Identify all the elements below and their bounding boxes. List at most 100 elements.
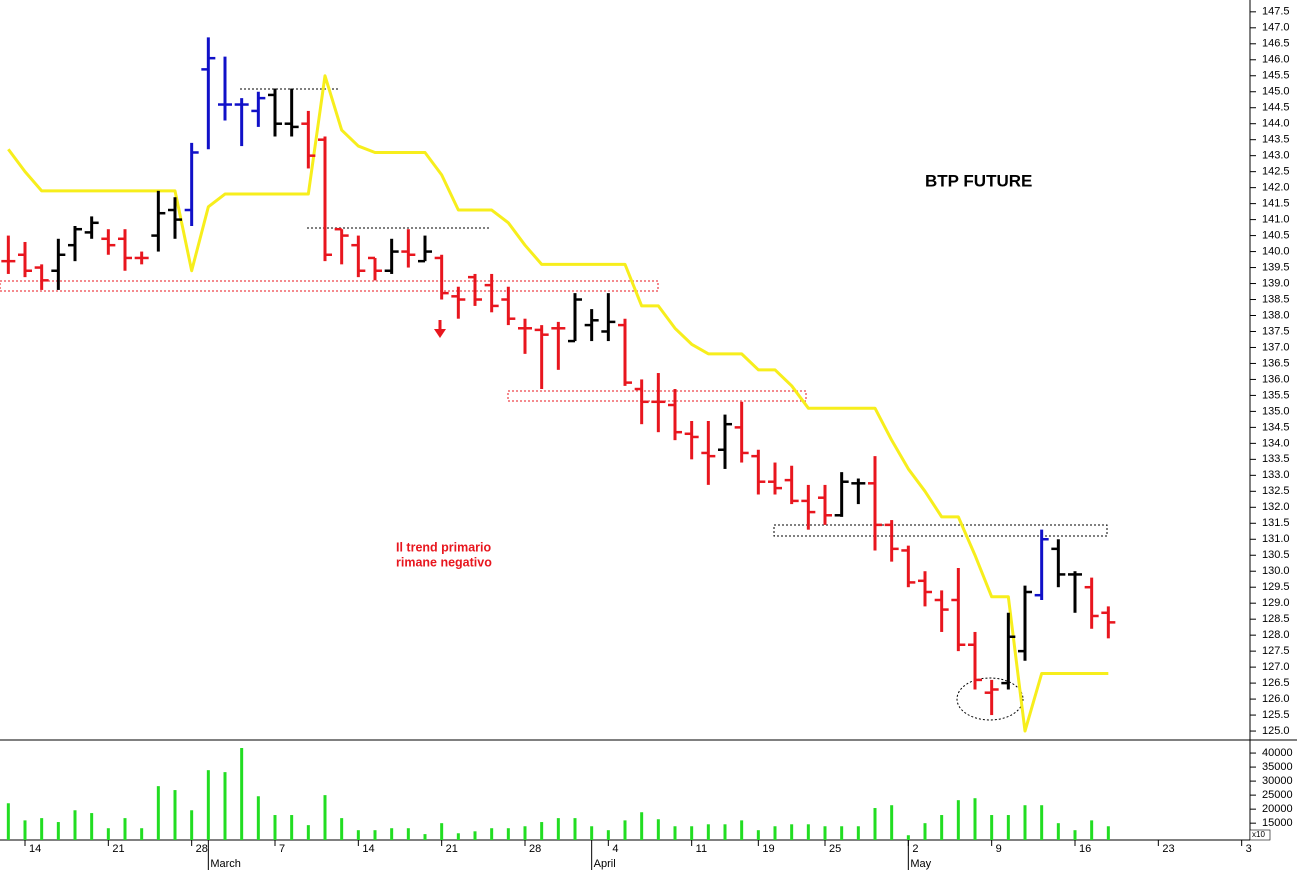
volume-bar — [723, 824, 727, 840]
volume-bar — [256, 796, 260, 840]
volume-bar — [973, 798, 977, 840]
x-tick-label: 9 — [996, 843, 1002, 855]
x-tick-label: 21 — [446, 843, 458, 855]
volume-bar — [223, 772, 227, 840]
volume-bar — [423, 834, 427, 840]
volume-bar — [890, 805, 894, 840]
y-tick-label: 20000 — [1262, 803, 1293, 815]
volume-bar — [240, 748, 244, 840]
x-tick-label: 11 — [696, 843, 707, 855]
volume-bar — [556, 818, 560, 840]
y-tick-label: 128.5 — [1262, 613, 1290, 625]
volume-bar — [6, 803, 10, 840]
y-tick-label: 130.5 — [1262, 549, 1290, 561]
y-tick-label: 143.5 — [1262, 134, 1290, 146]
y-tick-label: 132.5 — [1262, 485, 1290, 497]
volume-bar — [506, 828, 510, 840]
y-tick-label: 25000 — [1262, 789, 1293, 801]
volume-bar — [690, 826, 694, 840]
arrow-head — [434, 329, 446, 338]
x-tick-label: 19 — [762, 843, 774, 855]
volume-bar — [390, 828, 394, 840]
x-tick-label: 3 — [1246, 843, 1252, 855]
y-tick-label: 139.0 — [1262, 277, 1290, 289]
y-tick-label: 136.5 — [1262, 357, 1290, 369]
y-tick-label: 140.0 — [1262, 245, 1290, 257]
volume-bar — [406, 828, 410, 840]
x-tick-label: 2 — [912, 843, 918, 855]
volume-bar — [206, 770, 210, 840]
volume-bar — [706, 824, 710, 840]
x-tick-label: 28 — [196, 843, 208, 855]
volume-bar — [473, 831, 477, 840]
volume-bar — [906, 835, 910, 840]
volume-bar — [106, 828, 110, 840]
volume-bar — [440, 823, 444, 840]
y-tick-label: 146.0 — [1262, 54, 1290, 66]
volume-bar — [773, 826, 777, 840]
y-tick-label: 40000 — [1262, 747, 1293, 759]
volume-bar — [1040, 805, 1044, 840]
annotation: rimane negativo — [396, 555, 492, 569]
y-tick-label: 126.5 — [1262, 677, 1290, 689]
x-tick-label: 23 — [1162, 843, 1174, 855]
y-tick-label: 127.5 — [1262, 645, 1290, 657]
volume-bar — [1006, 815, 1010, 840]
volume-bar — [190, 810, 194, 840]
y-tick-label: 144.5 — [1262, 102, 1290, 114]
y-tick-label: 135.5 — [1262, 389, 1290, 401]
y-tick-label: 137.0 — [1262, 341, 1290, 353]
volume-bar — [356, 830, 360, 840]
volume-bar — [640, 812, 644, 840]
volume-bar — [656, 819, 660, 840]
volume-bar — [456, 833, 460, 840]
annotation: Il trend primario — [396, 540, 492, 554]
y-tick-label: 141.0 — [1262, 214, 1290, 226]
volume-bar — [90, 813, 94, 840]
volume-bar — [173, 790, 177, 840]
volume-bar — [790, 824, 794, 840]
y-tick-label: 127.0 — [1262, 661, 1290, 673]
volume-bar — [73, 810, 77, 840]
y-tick-label: 131.5 — [1262, 517, 1290, 529]
volume-bar — [956, 800, 960, 840]
y-tick-label: 131.0 — [1262, 533, 1290, 545]
x-tick-label: 16 — [1079, 843, 1091, 855]
y-tick-label: 142.5 — [1262, 166, 1290, 178]
volume-bar — [923, 823, 927, 840]
volume-bar — [573, 818, 577, 840]
volume-bar — [840, 826, 844, 840]
y-tick-label: 125.0 — [1262, 725, 1290, 737]
y-tick-label: 139.5 — [1262, 261, 1290, 273]
y-tick-label: 147.5 — [1262, 6, 1290, 18]
volume-bar — [606, 830, 610, 840]
volume-bar — [673, 826, 677, 840]
y-tick-label: 128.0 — [1262, 629, 1290, 641]
y-tick-label: 129.0 — [1262, 597, 1290, 609]
y-tick-label: 130.0 — [1262, 565, 1290, 577]
volume-bar — [156, 786, 160, 840]
month-label: March — [210, 858, 241, 870]
volume-bar — [806, 824, 810, 840]
volume-unit-label: x10 — [1252, 830, 1265, 839]
volume-bar — [990, 815, 994, 840]
y-tick-label: 138.5 — [1262, 293, 1290, 305]
x-tick-label: 21 — [112, 843, 124, 855]
volume-bar — [1023, 805, 1027, 840]
y-tick-label: 141.5 — [1262, 198, 1290, 210]
unit-box — [1249, 829, 1271, 841]
indicator-line — [7, 74, 1109, 733]
y-tick-label: 146.5 — [1262, 38, 1290, 50]
highlight-ellipse — [956, 677, 1024, 721]
volume-bar — [306, 825, 310, 840]
volume-bar — [290, 815, 294, 840]
volume-bar — [1090, 820, 1094, 840]
x-tick-label: 25 — [829, 843, 841, 855]
y-tick-label: 145.0 — [1262, 86, 1290, 98]
volume-bar — [1073, 830, 1077, 840]
y-tick-label: 136.0 — [1262, 373, 1290, 385]
y-tick-label: 144.0 — [1262, 118, 1290, 130]
volume-bar — [740, 820, 744, 840]
